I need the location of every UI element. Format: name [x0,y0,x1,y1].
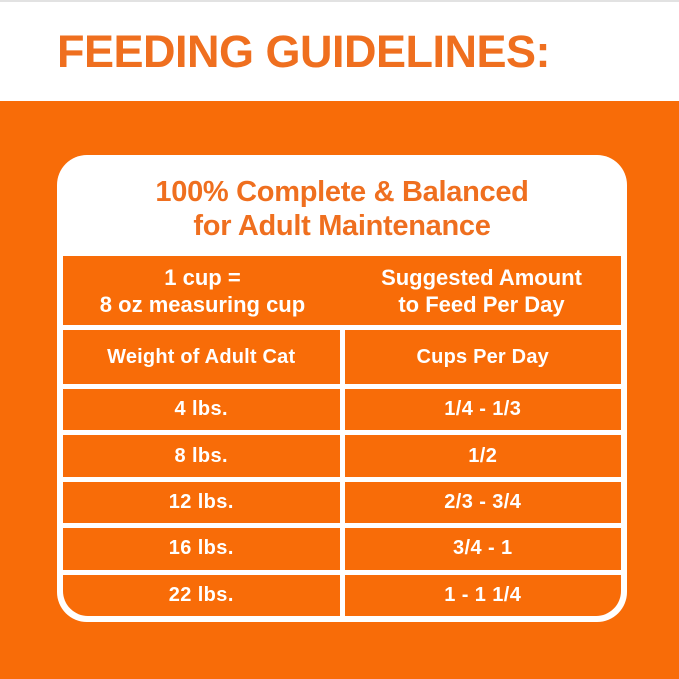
suggested-amount-note: Suggested Amount to Feed Per Day [342,256,621,325]
page-title: FEEDING GUIDELINES: [57,25,551,77]
table-row-4-weight: 22 lbs. [63,574,340,616]
feeding-table: 1 cup = 8 oz measuring cup Suggested Amo… [63,256,621,616]
table-row-4-cups: 1 - 1 1/4 [344,574,621,616]
table-row-0-weight: 4 lbs. [63,389,340,431]
cup-size-note-line1: 1 cup = [164,264,241,290]
orange-background: 100% Complete & Balanced for Adult Maint… [0,101,679,679]
panel-heading-line1: 100% Complete & Balanced [155,175,529,208]
table-row-2-cups: 2/3 - 3/4 [344,481,621,524]
title-band: FEEDING GUIDELINES: [0,2,679,101]
table-row-3-weight: 16 lbs. [63,528,340,570]
cup-info-row: 1 cup = 8 oz measuring cup Suggested Amo… [63,256,621,325]
table-row-0-cups: 1/4 - 1/3 [344,389,621,431]
table-row-2-weight: 12 lbs. [63,481,340,524]
cup-size-note: 1 cup = 8 oz measuring cup [63,256,342,325]
cup-size-note-line2: 8 oz measuring cup [99,291,306,317]
panel-heading-line2: for Adult Maintenance [193,209,491,242]
table-row-1-cups: 1/2 [344,435,621,477]
table-row-3-cups: 3/4 - 1 [344,528,621,570]
suggested-amount-line2: to Feed Per Day [398,291,565,317]
panel-heading: 100% Complete & Balanced for Adult Maint… [63,155,621,256]
column-header-weight: Weight of Adult Cat [63,330,340,384]
table-row-1-weight: 8 lbs. [63,435,340,477]
column-header-cups: Cups Per Day [344,330,621,384]
image-top-edge [0,0,679,2]
feeding-guidelines-panel: 100% Complete & Balanced for Adult Maint… [57,155,627,622]
suggested-amount-line1: Suggested Amount [381,264,582,290]
